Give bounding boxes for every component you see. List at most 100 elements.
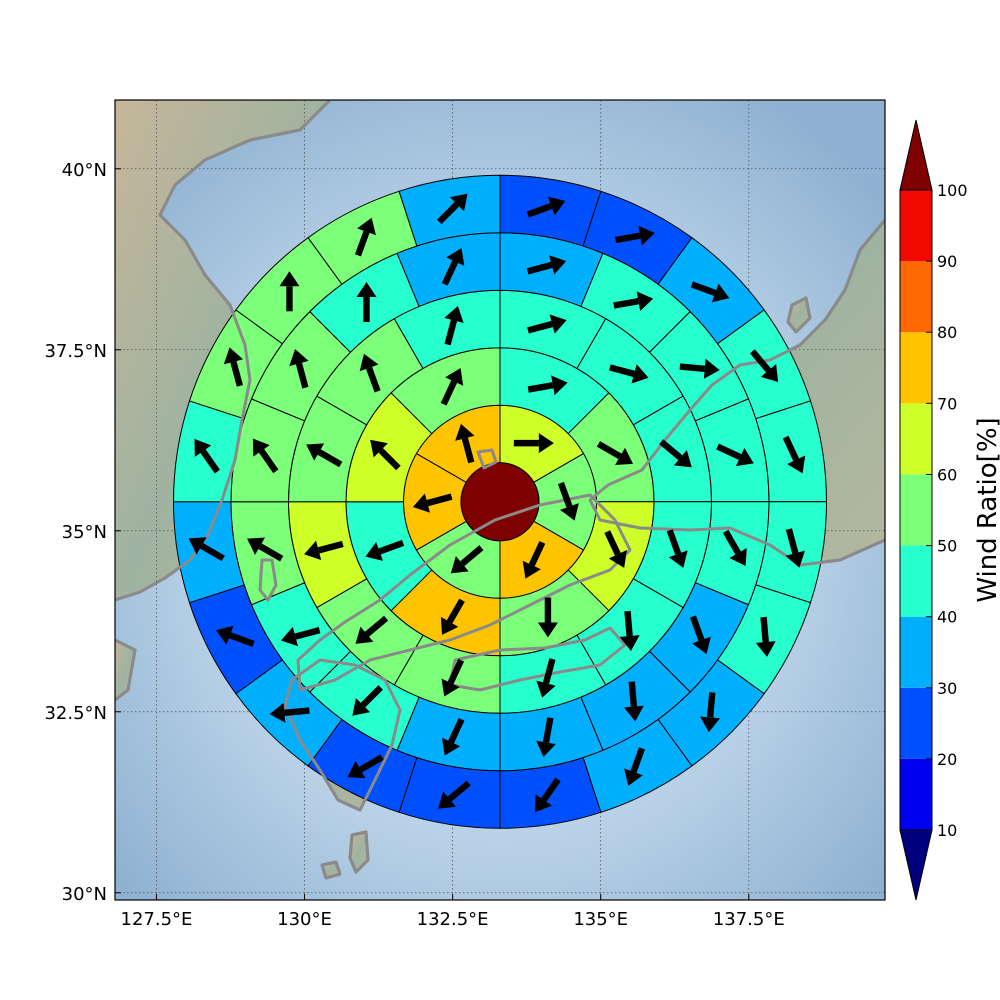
wind-arrow-r5-s7 [755,616,776,657]
wind-arrow-r5-s10 [535,777,561,813]
colorbar-tick-label: 30 [937,679,957,698]
y-tick-label: 40°N [62,160,107,181]
wind-arrow-r3-s4 [666,529,688,568]
wind-arrow-r1-s2 [557,481,579,521]
wind-arrow-r5-s14 [215,625,255,647]
wind-arrow-r4-s8 [536,717,556,758]
wind-arrow-r3-s12 [444,305,464,346]
wind-arrow-r4-s15 [356,282,377,323]
y-tick-label: 30°N [62,884,107,905]
colorbar-segment-4 [900,545,932,617]
colorbar-tick-label: 90 [937,252,957,271]
wind-arrow-r5-s19 [354,217,376,257]
wind-arrow-r5-s18 [279,271,300,312]
wind-arrow-r5-s12 [347,754,384,779]
wind-arrow-r4-s10 [352,685,383,716]
colorbar-segment-5 [900,474,932,546]
wind-arrow-r5-s5 [782,435,806,474]
wind-arrow-r1-s5 [412,493,453,513]
wind-arrow-r2-s3 [604,530,627,568]
wind-arrow-r5-s15 [188,537,225,562]
wind-arrow-r5-s2 [614,225,655,246]
wind-arrow-r4-s11 [280,626,321,647]
wind-arrow-r3-s2 [609,364,649,384]
wind-arrow-r4-s1 [526,255,567,275]
wind-arrow-r1-s4 [450,545,484,574]
wind-arrow-r4-s3 [679,358,720,379]
x-tick-label: 127.5°E [121,909,193,930]
wind-arrow-r5-s9 [624,747,646,786]
wind-arrow-r4-s4 [716,443,754,467]
x-tick-label: 137.5°E [713,909,785,930]
plot-frame [114,99,886,901]
land-tanegashima [350,832,368,872]
colorbar-segment-2 [900,687,932,759]
wind-arrow-r4-s12 [247,537,284,562]
colorbar-extend-min [899,829,933,901]
wind-arrow-r4-s13 [252,438,279,474]
wind-arrow-r3-s11 [359,353,381,393]
wind-arrow-r4-s5 [722,529,747,567]
wind-arrow-r2-s7 [370,439,401,471]
x-tick-label: 130°E [277,909,332,930]
wind-arrow-r4-s14 [289,349,309,389]
colorbar-tick-label: 20 [937,750,957,769]
colorbar: 10 20 30 40 50 60 70 80 90 100 [899,119,968,901]
wind-arrow-r2-s4 [537,597,558,638]
wind-arrow-r5-s8 [700,692,721,733]
wind-arrow-r2-s2 [596,441,634,466]
colorbar-tick-label: 50 [937,537,957,556]
wind-arrow-r5-s3 [690,281,730,303]
y-tick-label: 35°N [62,522,107,543]
colorbar-tick-label: 70 [937,394,957,413]
y-tick-label: 32.5°N [44,703,107,724]
y-axis-ticks: 30°N 32.5°N 35°N 37.5°N 40°N [44,160,121,905]
colorbar-label: Wind Ratio[%] [973,417,1000,602]
wind-arrow-r5-s16 [194,438,221,474]
wind-arrow-r2-s1 [527,375,568,396]
colorbar-segment-7 [900,332,932,404]
x-tick-label: 135°E [573,909,628,930]
wind-arrow-r1-s3 [522,541,546,579]
wind-arrow-r3-s8 [355,615,389,644]
wind-arrow-r5-s1 [526,196,566,218]
wind-arrow-r5-s17 [223,347,244,387]
center-cell [460,462,540,542]
wind-arrow-r2-s6 [365,539,405,561]
wind-arrow-r4-s6 [689,615,711,655]
wind-arrow-r1-s6 [455,423,475,464]
colorbar-tick-label: 80 [937,323,957,342]
colorbar-segment-1 [900,758,932,830]
x-tick-label: 132.5°E [417,909,489,930]
coastline-overlay [115,100,885,880]
colorbar-segment-3 [900,616,932,688]
colorbar-segment-8 [900,261,932,333]
colorbar-tick-label: 60 [937,465,957,484]
wind-arrow-r4-s16 [441,248,465,286]
land-china [115,640,135,700]
wind-arrow-r3-s7 [441,658,465,697]
wind-arrow-r3-s9 [304,540,344,561]
y-tick-label: 37.5°N [44,341,107,362]
wind-arrow-r5-s13 [269,702,310,723]
colorbar-tick-label: 40 [937,608,957,627]
wind-arrow-r4-s9 [441,717,465,756]
wind-arrow-r3-s6 [536,658,556,698]
wind-arrow-r2-s5 [440,598,465,635]
wind-arrow-r4-s7 [623,681,644,722]
colorbar-extend-max [899,119,933,191]
wind-arrow-r2-s8 [440,367,464,406]
colorbar-segment-6 [900,403,932,475]
wind-arrow-r5-s6 [785,528,806,568]
wind-arrow-r3-s10 [306,443,343,468]
wind-arrow-r4-s2 [613,291,654,312]
colorbar-tick-label: 10 [937,821,957,840]
wind-arrow-r1-s1 [513,433,554,454]
wind-arrow-r3-s5 [619,610,640,651]
colorbar-tick-label: 100 [937,181,968,200]
wind-arrow-r3-s1 [527,314,567,334]
colorbar-segment-9 [900,190,932,262]
wind-arrows [188,193,806,813]
colorbar-frame [899,189,933,831]
